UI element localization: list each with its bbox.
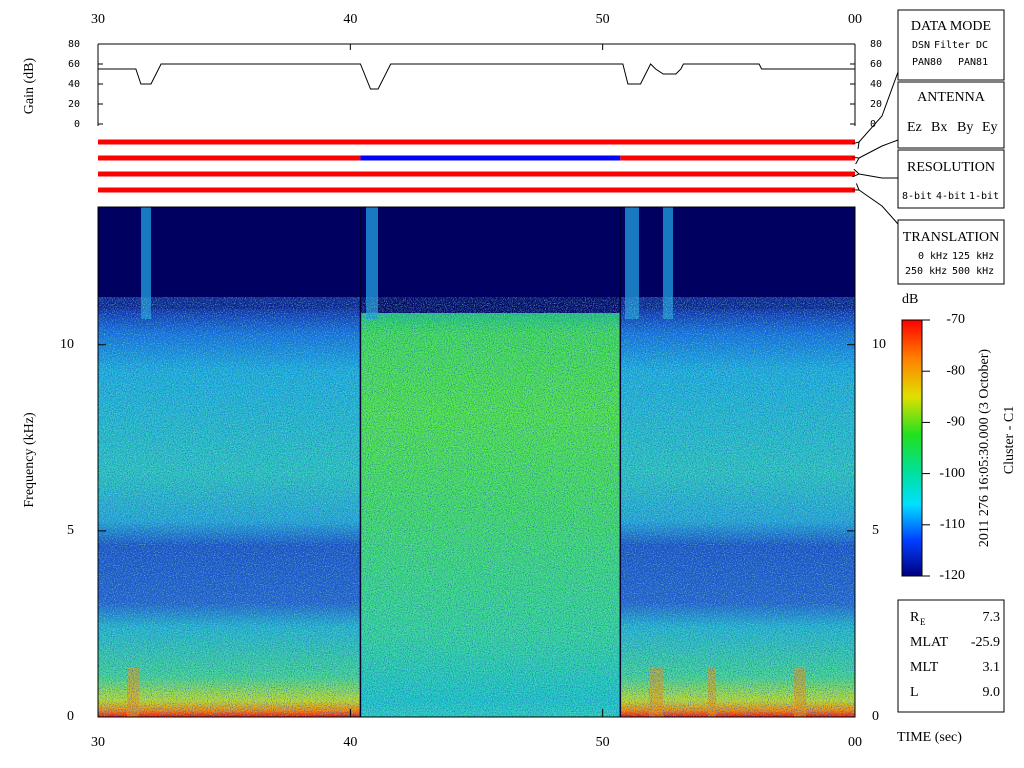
legend-item: PAN81: [958, 57, 988, 68]
spectrogram-streak: [625, 207, 639, 319]
info-label: MLT: [910, 660, 939, 675]
info-box: [897, 599, 1005, 713]
y-tick-label: 80: [68, 39, 80, 50]
y2-tick-label: 10: [872, 337, 886, 352]
plot-frame: [97, 206, 856, 718]
y2-tick-label: 0: [870, 119, 876, 130]
y2-tick-label: 5: [872, 523, 879, 538]
connector: [859, 190, 899, 225]
legend-item: Ey: [982, 120, 998, 135]
legend-box: [897, 81, 1005, 149]
connector: [859, 139, 899, 158]
info-label: L: [910, 685, 919, 700]
info-label-sub: E: [920, 617, 926, 627]
legend-title: RESOLUTION: [907, 160, 995, 175]
legend-item: 0 kHz: [918, 251, 948, 262]
y-tick-label: 40: [68, 79, 80, 90]
y-axis-label: Frequency (kHz): [22, 412, 37, 508]
legend-box: [897, 9, 1005, 81]
legend-title: TRANSLATION: [903, 230, 999, 245]
legend-box: [897, 149, 1005, 209]
y2-tick-label: 40: [870, 79, 882, 90]
colorbar-tick-label: -70: [946, 312, 965, 327]
legend-title: ANTENNA: [917, 90, 986, 105]
colorbar-tick-label: -110: [940, 517, 965, 532]
colorbar-tick-label: -100: [939, 466, 965, 481]
y-axis-label: Gain (dB): [22, 57, 37, 114]
x-tick-label: 50: [596, 735, 610, 750]
info-label: R: [910, 610, 920, 625]
legend-box: [897, 219, 1005, 285]
gain-line: [98, 63, 855, 90]
legend-title: DATA MODE: [911, 19, 991, 34]
x-tick-label: 40: [343, 12, 357, 27]
x-tick-label: 50: [596, 12, 610, 27]
legend-item: Ez: [907, 120, 922, 135]
x-tick-label: 30: [91, 12, 105, 27]
y-tick-label: 10: [60, 337, 74, 352]
connector: [859, 71, 899, 142]
y-tick-label: 20: [68, 99, 80, 110]
connectors: [859, 71, 899, 225]
legend-item: 250 kHz: [905, 266, 947, 277]
spectrogram-streak: [366, 207, 378, 319]
legend-item: 500 kHz: [952, 266, 994, 277]
y2-tick-label: 80: [870, 39, 882, 50]
legend-item: 8-bit: [902, 191, 932, 202]
legend-item: Bx: [931, 120, 947, 135]
colorbar-tick-label: -80: [946, 363, 965, 378]
y-tick-label: 60: [68, 59, 80, 70]
legend-item: DC: [976, 40, 988, 51]
info-value: 3.1: [983, 660, 1001, 675]
spacecraft-annotation: Cluster - C1: [1002, 406, 1017, 474]
legend-item: DSN: [912, 40, 930, 51]
legend-item: Filter: [934, 40, 970, 51]
y2-tick-label: 20: [870, 99, 882, 110]
y2-tick-label: 0: [872, 709, 879, 724]
x-tick-label: 40: [343, 735, 357, 750]
colorbar-label: dB: [902, 292, 918, 307]
y2-tick-label: 60: [870, 59, 882, 70]
x-axis-label: TIME (sec): [897, 730, 962, 745]
spectrogram-streak: [141, 207, 151, 319]
colorbar-tick-label: -90: [946, 415, 965, 430]
spectrogram-image: [98, 207, 855, 717]
y-tick-label: 5: [67, 523, 74, 538]
spectrogram-noise: [98, 297, 855, 717]
x-tick-label: 30: [91, 735, 105, 750]
y-tick-label: 0: [74, 119, 80, 130]
legend-item: By: [957, 120, 973, 135]
colorbar: [901, 319, 923, 577]
y-tick-label: 0: [67, 709, 74, 724]
colorbar-tick-label: -120: [939, 568, 965, 583]
legend-item: 125 kHz: [952, 251, 994, 262]
x-tick-label: 00: [848, 12, 862, 27]
info-value: -25.9: [971, 635, 1000, 650]
date-annotation: 2011 276 16:05:30.000 (3 October): [977, 349, 992, 548]
x-tick-label: 00: [848, 735, 862, 750]
connector: [859, 174, 898, 179]
info-label: MLAT: [910, 635, 949, 650]
legend-item: 4-bit: [936, 191, 966, 202]
info-value: 7.3: [983, 610, 1001, 625]
spectrogram-streak: [663, 207, 673, 319]
info-value: 9.0: [983, 685, 1001, 700]
legend-item: 1-bit: [969, 191, 999, 202]
legend-item: PAN80: [912, 57, 942, 68]
